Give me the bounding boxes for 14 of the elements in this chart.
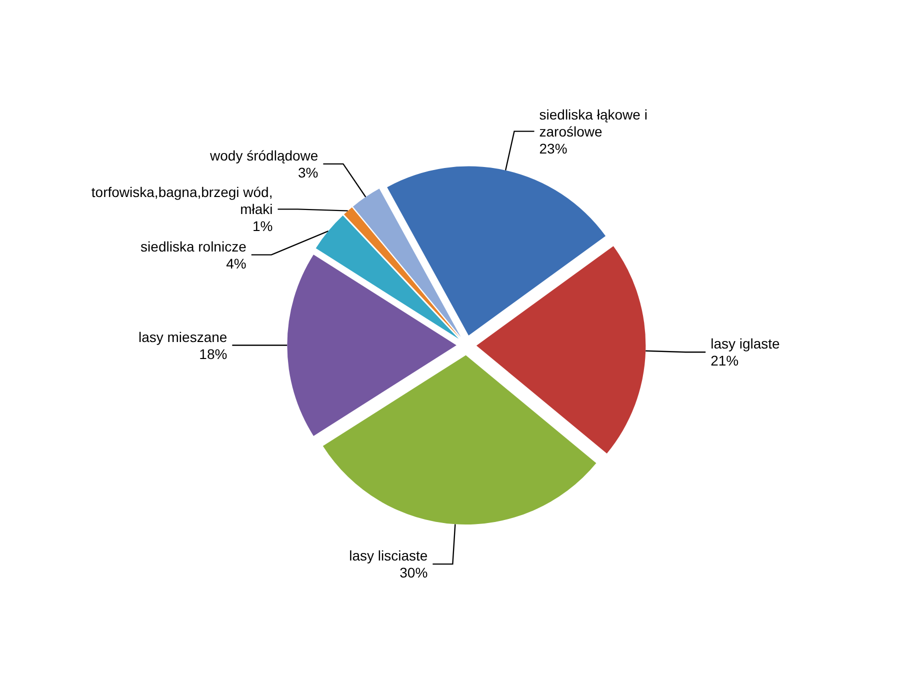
data-label: 23%	[539, 140, 568, 156]
data-label: 30%	[400, 564, 428, 581]
slice-label: lasy iglaste	[710, 336, 780, 352]
data-label: 21%	[710, 352, 739, 369]
slice-label: torfowiska,bagna,brzegi wód,młaki	[91, 184, 273, 218]
slice-label: siedliska łąkowe i zaroślowe	[539, 106, 652, 140]
data-label: 4%	[226, 255, 246, 272]
data-label: 18%	[199, 346, 228, 362]
slice-label: lasy mieszane	[138, 328, 228, 345]
slice-label: wody śródlądowe	[209, 147, 318, 164]
slice-label: siedliska rolnicze	[140, 238, 247, 254]
slice-label: lasy lisciaste	[349, 548, 428, 564]
data-label: 3%	[298, 164, 318, 180]
data-label: 1%	[252, 218, 273, 234]
